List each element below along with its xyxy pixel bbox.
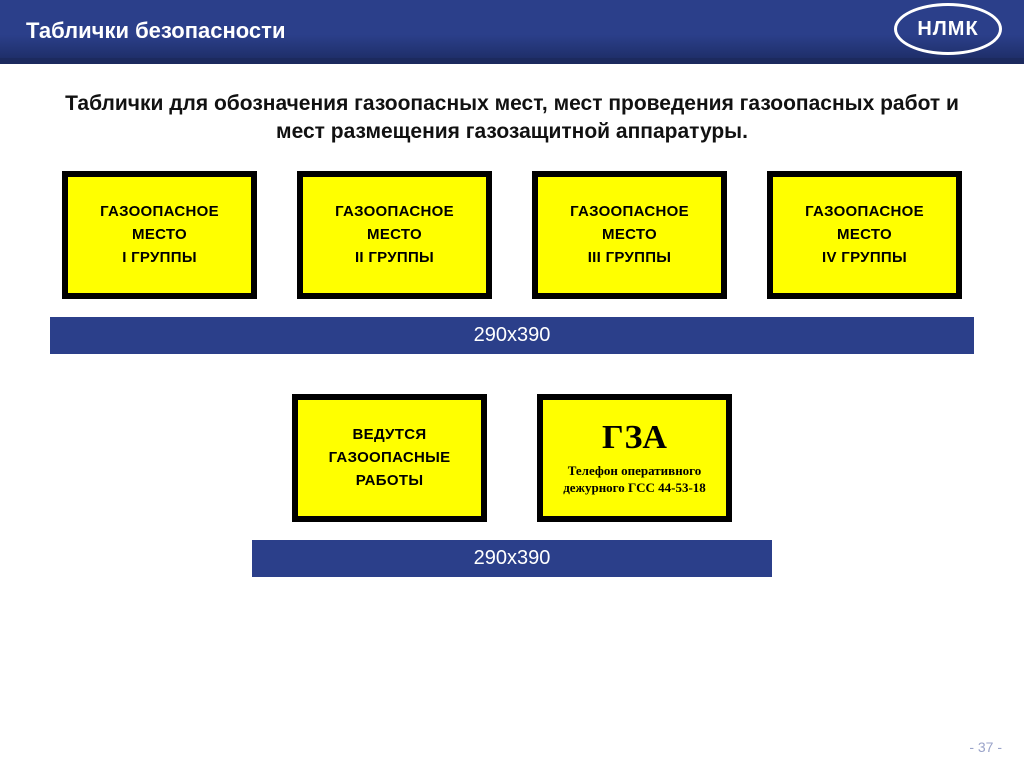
sign-line: ВЕДУТСЯ xyxy=(353,423,427,446)
sign-line: МЕСТО xyxy=(367,223,422,246)
sign-line: ГАЗООПАСНЫЕ xyxy=(329,446,451,469)
sign-line: III ГРУППЫ xyxy=(588,246,672,269)
sign-gza-small: дежурного ГСС 44-53-18 xyxy=(563,480,706,496)
subtitle: Таблички для обозначения газоопасных мес… xyxy=(40,90,984,147)
sign-line: ГАЗООПАСНОЕ xyxy=(805,200,924,223)
sign-row-top: ГАЗООПАСНОЕ МЕСТО I ГРУППЫ ГАЗООПАСНОЕ М… xyxy=(0,171,1024,299)
sign-line: МЕСТО xyxy=(837,223,892,246)
sign-line: ГАЗООПАСНОЕ xyxy=(570,200,689,223)
sign-line: IV ГРУППЫ xyxy=(822,246,907,269)
sign-line: II ГРУППЫ xyxy=(355,246,434,269)
sign-line: ГАЗООПАСНОЕ xyxy=(335,200,454,223)
sign-gza: ГЗА Телефон оперативного дежурного ГСС 4… xyxy=(537,394,732,522)
sign-group-2: ГАЗООПАСНОЕ МЕСТО II ГРУППЫ xyxy=(297,171,492,299)
sign-gza-big: ГЗА xyxy=(602,419,667,457)
logo-text: НЛМК xyxy=(894,3,1002,55)
sign-row-bottom: ВЕДУТСЯ ГАЗООПАСНЫЕ РАБОТЫ ГЗА Телефон о… xyxy=(0,394,1024,522)
logo: НЛМК xyxy=(894,3,1002,55)
page-number: - 37 - xyxy=(969,739,1002,755)
sign-works: ВЕДУТСЯ ГАЗООПАСНЫЕ РАБОТЫ xyxy=(292,394,487,522)
sign-gza-small: Телефон оперативного xyxy=(568,463,702,479)
slide: Таблички безопасности НЛМК Таблички для … xyxy=(0,0,1024,767)
sign-line: I ГРУППЫ xyxy=(122,246,197,269)
page-title: Таблички безопасности xyxy=(26,18,998,44)
sign-line: РАБОТЫ xyxy=(356,469,424,492)
size-bar-bottom: 290х390 xyxy=(252,540,772,577)
sign-line: МЕСТО xyxy=(132,223,187,246)
sign-line: МЕСТО xyxy=(602,223,657,246)
header-bar: Таблички безопасности НЛМК xyxy=(0,0,1024,64)
sign-group-4: ГАЗООПАСНОЕ МЕСТО IV ГРУППЫ xyxy=(767,171,962,299)
sign-group-3: ГАЗООПАСНОЕ МЕСТО III ГРУППЫ xyxy=(532,171,727,299)
sign-group-1: ГАЗООПАСНОЕ МЕСТО I ГРУППЫ xyxy=(62,171,257,299)
sign-line: ГАЗООПАСНОЕ xyxy=(100,200,219,223)
size-bar-top: 290х390 xyxy=(50,317,974,354)
